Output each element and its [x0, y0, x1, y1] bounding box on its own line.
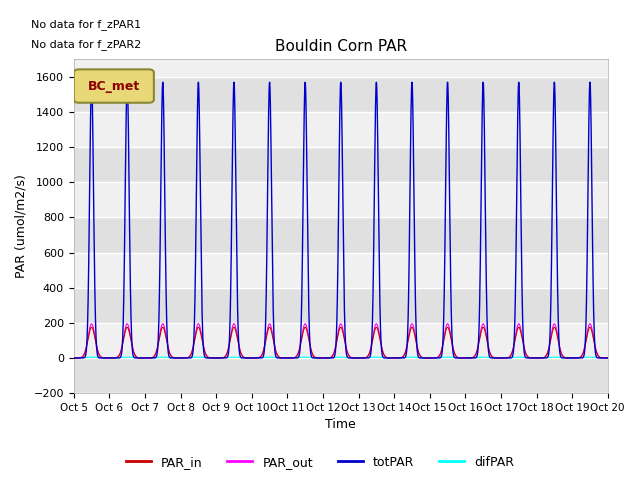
Text: No data for f_zPAR2: No data for f_zPAR2	[31, 39, 141, 50]
PAR_in	[604, 355, 612, 361]
Bar	[74, 323, 608, 358]
Line: PAR_in: PAR_in	[74, 327, 608, 358]
PAR_in	[461, 355, 468, 361]
PAR_in	[491, 355, 499, 360]
PAR_out	[604, 355, 612, 361]
Line: difPAR: difPAR	[74, 357, 608, 358]
PAR_in	[431, 355, 438, 361]
difPAR	[166, 355, 173, 360]
Text: No data for f_zPAR1: No data for f_zPAR1	[31, 19, 141, 30]
difPAR	[491, 355, 499, 360]
Bar	[74, 288, 608, 323]
totPAR	[166, 355, 173, 360]
PAR_out	[461, 355, 468, 361]
PAR_in	[70, 355, 77, 361]
PAR_in	[88, 324, 95, 330]
PAR_in	[604, 355, 611, 361]
difPAR	[604, 355, 612, 361]
PAR_out	[70, 355, 77, 361]
totPAR	[461, 355, 468, 361]
totPAR	[70, 355, 77, 361]
Bar	[74, 77, 608, 112]
difPAR	[431, 355, 438, 361]
PAR_out	[491, 355, 499, 360]
Y-axis label: PAR (umol/m2/s): PAR (umol/m2/s)	[15, 174, 28, 278]
PAR_out	[321, 355, 328, 361]
totPAR	[321, 355, 328, 361]
totPAR	[604, 355, 612, 361]
totPAR	[604, 355, 611, 361]
Line: PAR_out: PAR_out	[74, 324, 608, 358]
totPAR	[88, 79, 95, 85]
totPAR	[491, 355, 499, 361]
PAR_out	[166, 350, 173, 356]
totPAR	[431, 355, 438, 361]
PAR_in	[321, 355, 328, 361]
Bar	[74, 252, 608, 288]
X-axis label: Time: Time	[325, 419, 356, 432]
Bar	[74, 182, 608, 217]
PAR_in	[166, 351, 173, 357]
Line: totPAR: totPAR	[74, 82, 608, 358]
Legend: PAR_in, PAR_out, totPAR, difPAR: PAR_in, PAR_out, totPAR, difPAR	[121, 451, 519, 474]
PAR_out	[88, 321, 95, 326]
difPAR	[321, 355, 328, 361]
FancyBboxPatch shape	[74, 70, 154, 103]
PAR_out	[604, 355, 611, 361]
Bar	[74, 147, 608, 182]
Bar	[74, 358, 608, 393]
PAR_out	[431, 355, 438, 361]
difPAR	[88, 354, 95, 360]
difPAR	[461, 355, 468, 361]
Bar	[74, 112, 608, 147]
difPAR	[70, 355, 77, 361]
Bar	[74, 217, 608, 252]
Title: Bouldin Corn PAR: Bouldin Corn PAR	[275, 39, 407, 54]
Text: BC_met: BC_met	[88, 80, 140, 93]
difPAR	[604, 355, 611, 361]
